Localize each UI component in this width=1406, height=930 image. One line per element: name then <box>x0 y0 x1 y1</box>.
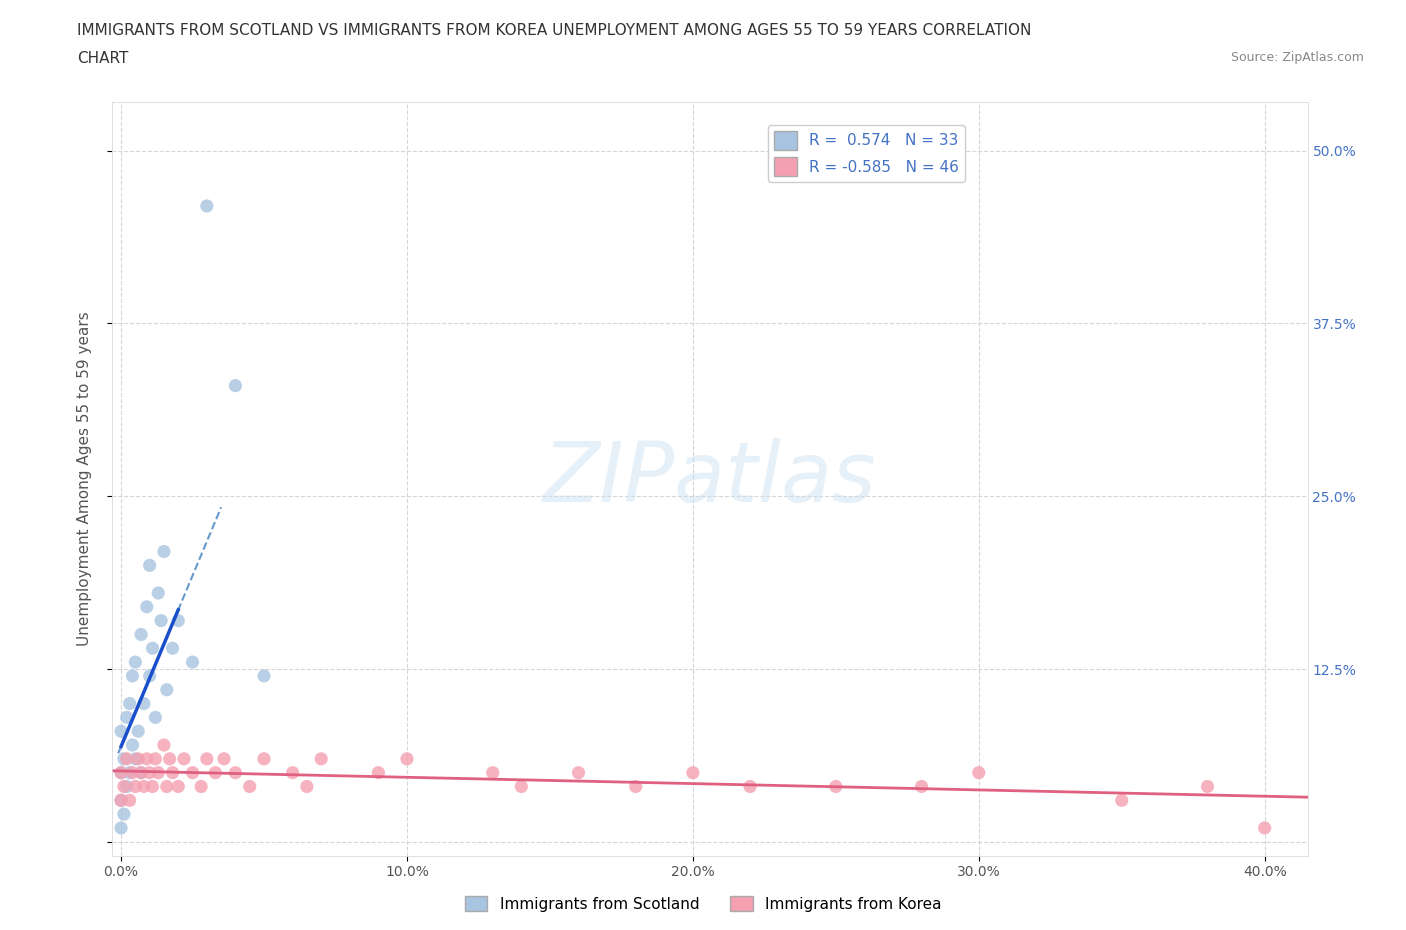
Point <box>135 599 157 614</box>
Point <box>110 793 132 808</box>
Point <box>121 669 143 684</box>
Point <box>153 737 176 752</box>
Point <box>195 198 218 213</box>
Point <box>121 765 143 780</box>
Text: Source: ZipAtlas.com: Source: ZipAtlas.com <box>1230 51 1364 64</box>
Point <box>510 779 533 794</box>
Point <box>150 613 173 628</box>
Point <box>395 751 418 766</box>
Point <box>153 544 176 559</box>
Point <box>156 683 179 698</box>
Point <box>295 779 318 794</box>
Point <box>110 765 132 780</box>
Legend: R =  0.574   N = 33, R = -0.585   N = 46: R = 0.574 N = 33, R = -0.585 N = 46 <box>768 125 966 182</box>
Point <box>110 793 132 808</box>
Text: CHART: CHART <box>77 51 129 66</box>
Point <box>145 710 167 724</box>
Point <box>118 765 141 780</box>
Point <box>110 765 132 780</box>
Point <box>129 765 152 780</box>
Point <box>112 779 135 794</box>
Point <box>115 751 138 766</box>
Legend: Immigrants from Scotland, Immigrants from Korea: Immigrants from Scotland, Immigrants fro… <box>458 889 948 918</box>
Point <box>281 765 304 780</box>
Point <box>224 379 246 393</box>
Text: ZIPatlas: ZIPatlas <box>543 438 877 520</box>
Point <box>129 765 152 780</box>
Point <box>224 765 246 780</box>
Point <box>127 751 149 766</box>
Point <box>239 779 262 794</box>
Point <box>124 751 146 766</box>
Point <box>124 779 146 794</box>
Point <box>682 765 704 780</box>
Point <box>138 765 160 780</box>
Point <box>148 765 170 780</box>
Point <box>624 779 647 794</box>
Point <box>824 779 846 794</box>
Point <box>115 779 138 794</box>
Point <box>124 655 146 670</box>
Point <box>190 779 212 794</box>
Point <box>118 697 141 711</box>
Point <box>121 737 143 752</box>
Point <box>367 765 389 780</box>
Point <box>1253 820 1275 835</box>
Point <box>110 820 132 835</box>
Point <box>212 751 235 766</box>
Point <box>195 751 218 766</box>
Point <box>162 641 184 656</box>
Point <box>129 627 152 642</box>
Point <box>910 779 932 794</box>
Point <box>135 751 157 766</box>
Point <box>112 806 135 821</box>
Point <box>967 765 990 780</box>
Point <box>138 558 160 573</box>
Point <box>110 724 132 738</box>
Point <box>181 655 204 670</box>
Point <box>141 779 163 794</box>
Point <box>1111 793 1133 808</box>
Point <box>253 669 276 684</box>
Point <box>132 697 155 711</box>
Y-axis label: Unemployment Among Ages 55 to 59 years: Unemployment Among Ages 55 to 59 years <box>77 312 91 646</box>
Point <box>162 765 184 780</box>
Point <box>148 586 170 601</box>
Point <box>181 765 204 780</box>
Point <box>127 724 149 738</box>
Point <box>118 793 141 808</box>
Point <box>145 751 167 766</box>
Point <box>132 779 155 794</box>
Point <box>159 751 181 766</box>
Point <box>204 765 226 780</box>
Point <box>115 710 138 724</box>
Point <box>1197 779 1219 794</box>
Point <box>138 669 160 684</box>
Point <box>738 779 761 794</box>
Point <box>167 779 190 794</box>
Point <box>309 751 332 766</box>
Point <box>141 641 163 656</box>
Point <box>481 765 503 780</box>
Text: IMMIGRANTS FROM SCOTLAND VS IMMIGRANTS FROM KOREA UNEMPLOYMENT AMONG AGES 55 TO : IMMIGRANTS FROM SCOTLAND VS IMMIGRANTS F… <box>77 23 1032 38</box>
Point <box>253 751 276 766</box>
Point <box>167 613 190 628</box>
Point <box>173 751 195 766</box>
Point <box>112 751 135 766</box>
Point <box>567 765 589 780</box>
Point <box>156 779 179 794</box>
